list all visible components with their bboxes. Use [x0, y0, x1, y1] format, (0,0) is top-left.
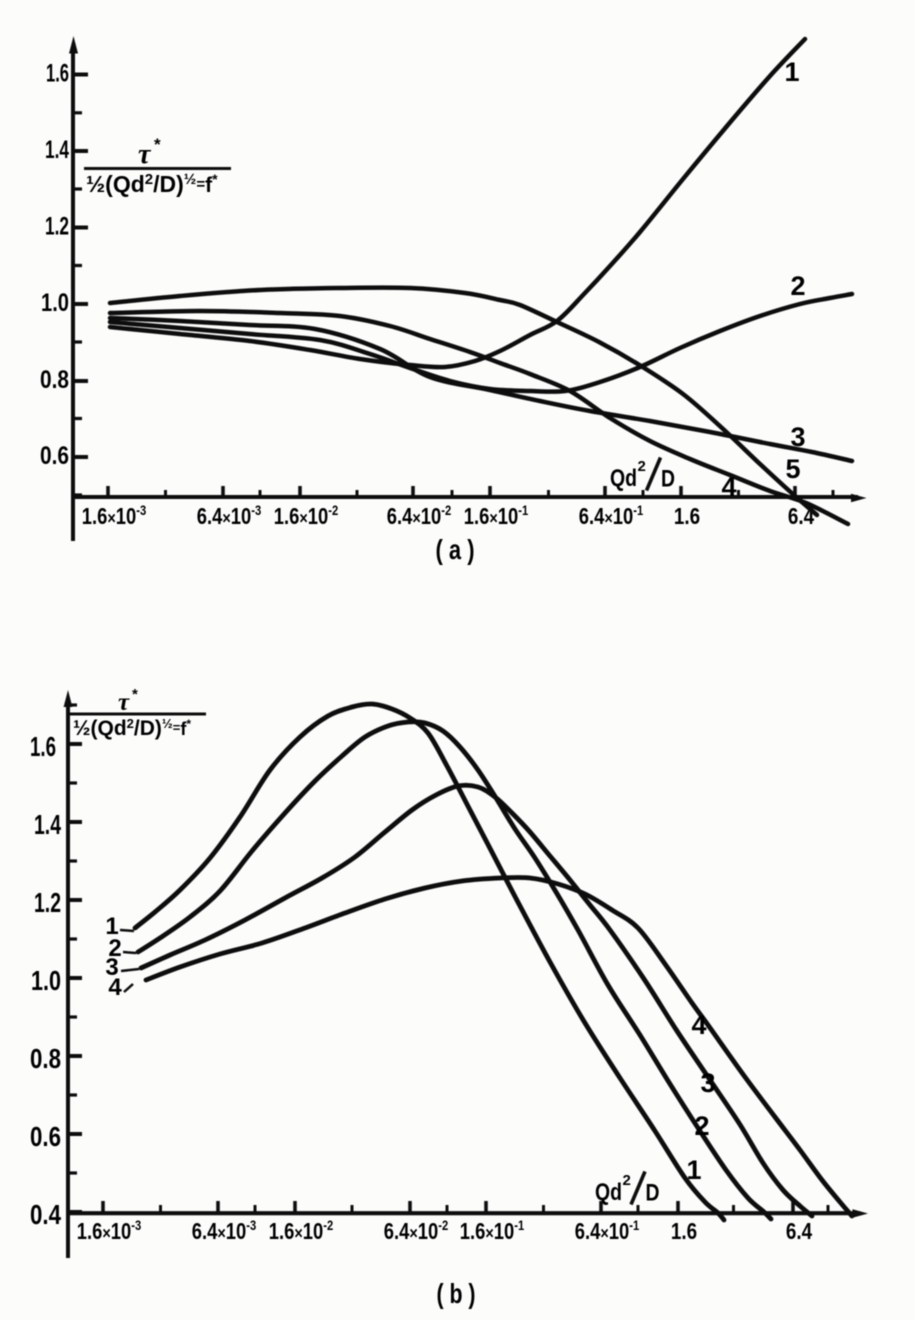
svg-text:0.4: 0.4: [30, 1199, 61, 1230]
svg-text:0.8: 0.8: [30, 1043, 61, 1074]
svg-text:( b ): ( b ): [437, 1278, 476, 1309]
svg-text:1.6: 1.6: [46, 60, 69, 88]
svg-text:2: 2: [623, 1172, 631, 1189]
svg-text:1.6×10-1: 1.6×10-1: [460, 1218, 524, 1245]
svg-text:1: 1: [784, 57, 799, 87]
svg-text:6.4: 6.4: [786, 1219, 812, 1244]
svg-text:1.4: 1.4: [34, 809, 61, 840]
svg-text:( a ): ( a ): [436, 534, 475, 565]
svg-text:1.6: 1.6: [674, 504, 700, 529]
svg-text:1.4: 1.4: [45, 136, 69, 164]
svg-text:4: 4: [108, 974, 122, 1001]
svg-text:1.2: 1.2: [45, 213, 69, 241]
svg-text:0.6: 0.6: [40, 442, 69, 470]
svg-text:3: 3: [105, 954, 118, 981]
svg-text:2: 2: [638, 458, 646, 475]
svg-text:*: *: [154, 135, 161, 154]
svg-text:3: 3: [790, 422, 805, 452]
svg-text:τ: τ: [138, 139, 152, 170]
svg-text:*: *: [132, 686, 138, 703]
svg-text:1: 1: [686, 1155, 701, 1185]
svg-text:5: 5: [785, 454, 800, 484]
svg-text:τ: τ: [118, 689, 130, 716]
svg-text:0.8: 0.8: [40, 366, 69, 394]
svg-text:6.4×10-3: 6.4×10-3: [192, 1218, 256, 1245]
svg-text:1.6: 1.6: [671, 1219, 697, 1244]
svg-text:2: 2: [790, 271, 805, 301]
svg-text:2: 2: [694, 1111, 709, 1141]
svg-text:Qd: Qd: [595, 1179, 622, 1206]
svg-text:3: 3: [700, 1068, 715, 1098]
svg-text:1.6: 1.6: [30, 731, 56, 762]
svg-text:2: 2: [108, 935, 121, 962]
svg-text:1.2: 1.2: [34, 887, 61, 918]
svg-text:4: 4: [721, 472, 736, 502]
svg-text:4: 4: [691, 1010, 706, 1040]
svg-text:1.0: 1.0: [31, 965, 61, 996]
svg-text:1.0: 1.0: [41, 289, 69, 317]
svg-text:Qd: Qd: [610, 465, 637, 492]
svg-text:1: 1: [105, 913, 118, 940]
svg-text:D: D: [661, 466, 675, 493]
svg-text:0.6: 0.6: [30, 1121, 61, 1152]
svg-text:D: D: [646, 1180, 660, 1207]
